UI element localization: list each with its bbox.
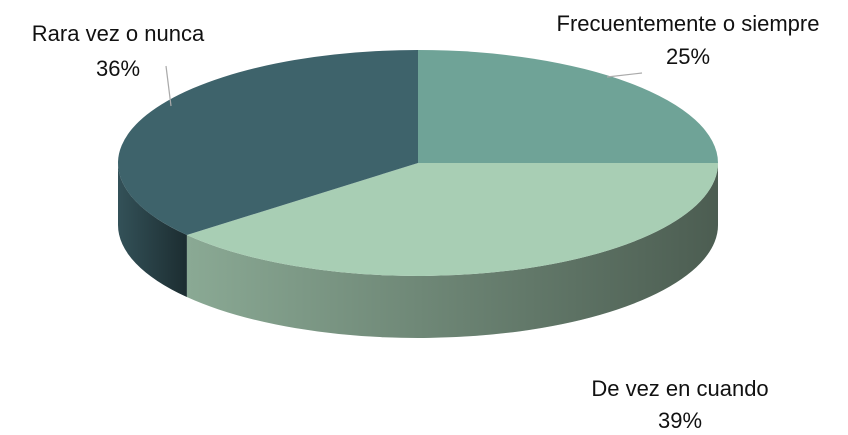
leader-line bbox=[606, 72, 643, 78]
pie bbox=[118, 50, 719, 338]
category-label: De vez en cuando bbox=[591, 376, 768, 401]
slice bbox=[186, 163, 719, 277]
slice bbox=[418, 50, 718, 163]
slice bbox=[118, 50, 418, 236]
category-label: Rara vez o nunca bbox=[32, 21, 205, 46]
value-label: 25% bbox=[666, 44, 710, 69]
leader-line bbox=[165, 65, 172, 107]
value-label: 36% bbox=[96, 56, 140, 81]
category-label: Frecuentemente o siempre bbox=[557, 11, 820, 36]
slice-side-shade bbox=[118, 163, 187, 298]
labels: Frecuentemente o siempre 25% De vez en cua… bbox=[32, 11, 820, 433]
value-label: 39% bbox=[658, 408, 702, 433]
slice-side-shade bbox=[186, 163, 719, 338]
